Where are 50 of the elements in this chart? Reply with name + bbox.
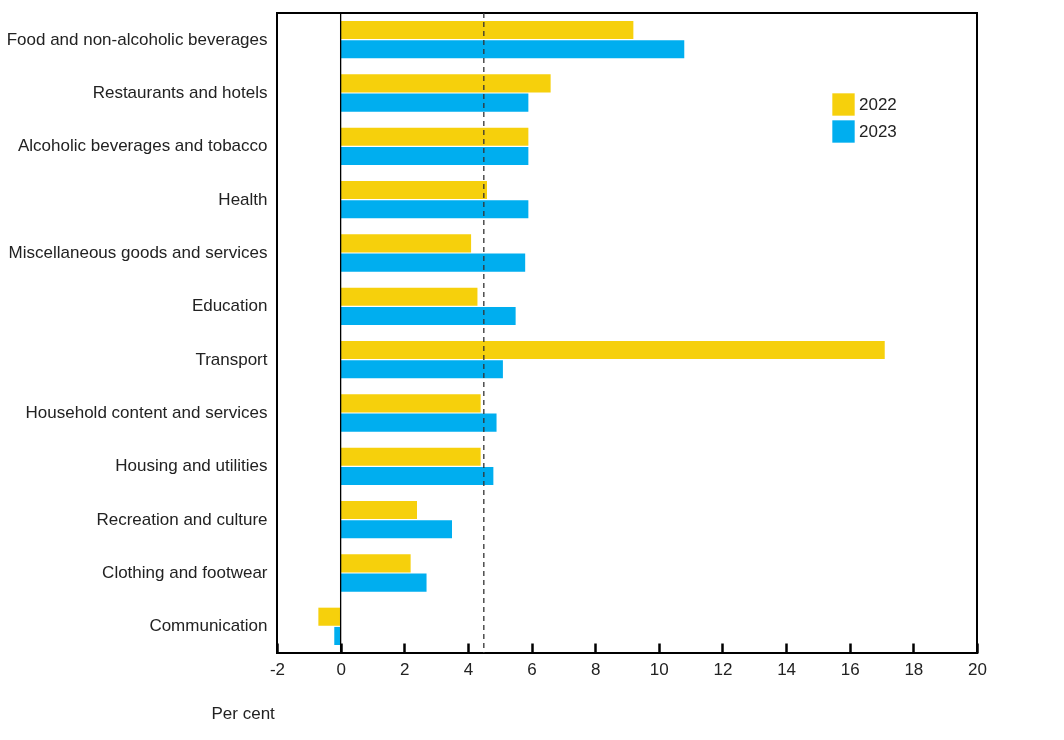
x-axis-title: Per cent xyxy=(211,703,276,723)
x-tick-label: 2 xyxy=(400,659,410,679)
bar xyxy=(340,146,529,165)
y-tick-label: Household content and services xyxy=(25,403,268,422)
x-tick-label: 4 xyxy=(463,659,474,679)
x-tick-label: 6 xyxy=(527,659,537,679)
bar xyxy=(340,341,885,360)
bar xyxy=(318,607,341,626)
y-tick-label: Communication xyxy=(149,616,268,636)
x-tick-label: 10 xyxy=(649,659,669,679)
x-tick-label: -2 xyxy=(269,659,286,679)
bar xyxy=(340,93,529,112)
bar xyxy=(340,21,634,40)
y-tick-label: Clothing and footwear xyxy=(102,563,268,582)
y-tick-label: Food and non-alcoholic beverages xyxy=(6,29,268,49)
bar xyxy=(340,413,497,432)
bar xyxy=(340,501,417,520)
bar xyxy=(340,234,472,253)
y-tick-label: Restaurants and hotels xyxy=(92,83,268,102)
bar xyxy=(340,360,503,379)
legend-label: 2023 xyxy=(859,121,897,141)
bar xyxy=(340,74,551,93)
bar xyxy=(340,181,487,200)
y-tick-label: Education xyxy=(191,296,268,316)
y-tick-label: Transport xyxy=(195,349,268,369)
legend-label: 2022 xyxy=(859,94,897,114)
bar xyxy=(340,127,529,146)
y-tick-label: Recreation and culture xyxy=(96,509,268,529)
x-tick-label: 8 xyxy=(590,659,601,679)
bar xyxy=(340,200,529,219)
bar xyxy=(340,573,427,592)
bar xyxy=(340,447,481,466)
bar xyxy=(340,554,411,573)
x-tick-label: 12 xyxy=(713,659,733,679)
y-tick-label: Alcoholic beverages and tobacco xyxy=(18,136,268,156)
y-tick-label: Health xyxy=(218,189,268,209)
x-tick-label: 16 xyxy=(840,659,860,679)
bar xyxy=(340,253,526,272)
x-tick-label: 18 xyxy=(904,659,924,679)
bar xyxy=(340,306,516,325)
bar xyxy=(340,287,478,306)
bar xyxy=(340,520,452,539)
bar xyxy=(340,394,481,413)
y-tick-label: Housing and utilities xyxy=(115,456,268,476)
bar xyxy=(340,466,494,485)
x-tick-label: 14 xyxy=(777,659,797,679)
x-tick-label: 20 xyxy=(968,659,987,679)
bar xyxy=(340,40,685,59)
x-tick-label: 0 xyxy=(336,659,346,679)
y-tick-label: Miscellaneous goods and services xyxy=(8,243,268,262)
